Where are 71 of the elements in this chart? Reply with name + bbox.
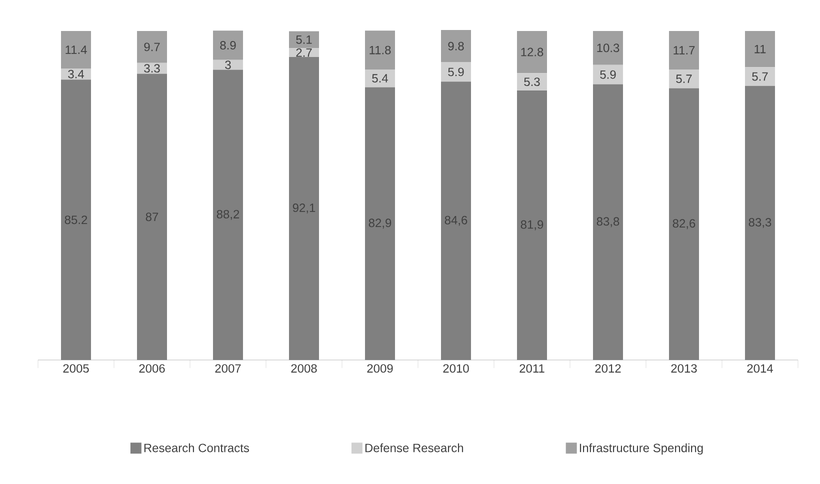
x-tick-label: 2010	[443, 364, 469, 373]
data-label: 83,8	[596, 217, 620, 228]
bar	[593, 84, 623, 360]
bar	[441, 30, 471, 62]
data-label: 8.9	[220, 41, 236, 50]
bar	[61, 30, 92, 68]
bar	[289, 48, 319, 57]
data-label: 11.4	[66, 46, 87, 54]
x-tick-label: 2011	[520, 364, 544, 373]
data-label: 85.2	[64, 216, 88, 224]
bar	[365, 69, 395, 88]
bar	[365, 30, 395, 70]
data-label: 12.8	[521, 48, 544, 56]
data-label: 92,1	[292, 204, 316, 214]
data-label: 3	[225, 60, 231, 70]
bar	[289, 56, 319, 360]
data-label: 5.1	[296, 36, 312, 44]
bar	[744, 86, 775, 360]
bar	[441, 62, 471, 82]
bar	[593, 30, 623, 65]
bar	[289, 31, 319, 48]
data-label: 10.3	[597, 44, 620, 52]
bar	[516, 90, 547, 360]
x-tick-label: 2008	[291, 364, 317, 373]
data-label: 81,9	[520, 220, 544, 230]
x-tick-label: 2012	[595, 364, 621, 373]
data-label: 5.7	[752, 72, 768, 81]
x-tick-label: 2014	[747, 364, 773, 373]
x-tick-label: 2006	[139, 364, 165, 373]
data-label: 83,3	[748, 218, 772, 228]
bar	[61, 80, 92, 360]
data-label: 9.8	[448, 42, 464, 50]
data-label: 11	[754, 44, 766, 54]
x-tick-label: 2009	[367, 364, 393, 373]
legend-label: Infrastructure Spending	[580, 443, 703, 455]
data-label: 3.4	[68, 70, 84, 78]
bar	[365, 87, 395, 360]
bar	[441, 82, 471, 360]
data-label: 5.9	[600, 70, 616, 79]
bar	[137, 74, 168, 360]
data-label: 11.7	[674, 46, 695, 54]
data-label: 5.3	[524, 78, 540, 86]
data-label: 5.7	[676, 74, 692, 84]
bar	[744, 30, 775, 68]
bar	[213, 30, 244, 60]
data-label: 82,9	[368, 218, 392, 229]
data-label: 11.8	[370, 46, 391, 54]
bar	[137, 30, 168, 63]
bar	[593, 64, 623, 84]
bar	[668, 69, 699, 88]
bar	[516, 30, 547, 74]
legend-label: Defense Research	[365, 443, 464, 452]
data-label: 3.3	[144, 64, 160, 73]
x-tick-label: 2005	[63, 364, 89, 373]
data-label: 87	[146, 212, 158, 222]
data-label: 88,2	[216, 210, 240, 220]
data-label: 5.4	[372, 74, 388, 83]
data-label: 82,6	[672, 219, 696, 230]
data-label: 9.7	[144, 42, 160, 52]
x-tick-label: 2007	[215, 364, 241, 373]
data-label: 84,6	[444, 216, 468, 226]
x-tick-label: 2013	[671, 364, 697, 373]
data-label: 2.7	[296, 48, 312, 57]
bar	[668, 88, 699, 360]
data-label: 5.9	[448, 68, 464, 76]
bar	[668, 30, 699, 70]
bar	[516, 73, 547, 91]
bar	[744, 67, 775, 86]
bar	[213, 60, 244, 70]
bar	[213, 70, 244, 360]
legend-label: Research Contracts	[144, 443, 250, 452]
